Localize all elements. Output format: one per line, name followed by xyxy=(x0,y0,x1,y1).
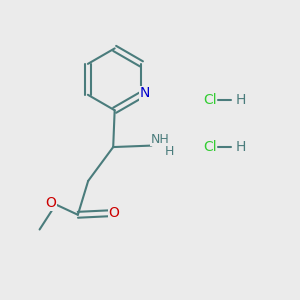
Text: H: H xyxy=(165,145,174,158)
Text: O: O xyxy=(108,206,119,220)
Text: N: N xyxy=(140,86,150,100)
Text: NH: NH xyxy=(150,133,169,146)
Text: H: H xyxy=(236,140,246,154)
Text: Cl: Cl xyxy=(203,93,217,107)
Text: Cl: Cl xyxy=(203,140,217,154)
Text: O: O xyxy=(45,196,56,210)
Text: H: H xyxy=(236,93,246,107)
